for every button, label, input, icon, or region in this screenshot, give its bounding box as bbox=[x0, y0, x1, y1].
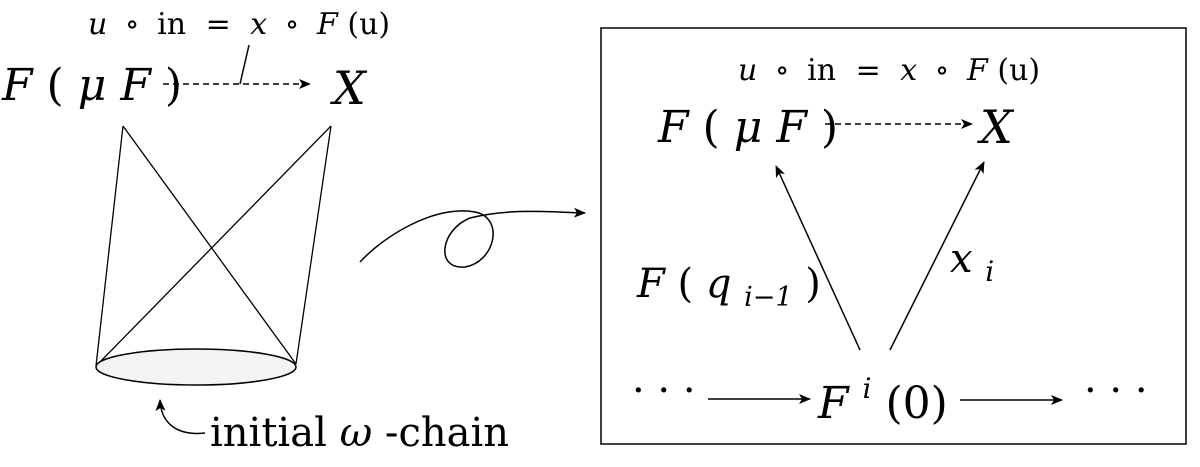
right-source-node: F ( μ F ) bbox=[657, 102, 838, 153]
arrow-to-target bbox=[889, 161, 985, 351]
chain-left-dots: · · · bbox=[632, 368, 696, 414]
left-arrow-label: F ( q i−1 ) bbox=[636, 261, 821, 316]
right-panel: u ∘ in = x ∘ F (u) F ( μ F ) X F ( bbox=[600, 27, 1187, 445]
left-panel: u ∘ in = x ∘ F (u) F ( μ F ) X bbox=[1, 7, 509, 456]
right-arrow-label: x i bbox=[950, 236, 994, 288]
cone-caption: initial ω -chain bbox=[210, 410, 509, 456]
cone-right-outer-line bbox=[295, 125, 332, 365]
chain-right-dots: · · · bbox=[1084, 368, 1148, 414]
zoom-curl-arrow bbox=[359, 207, 586, 268]
cone-left-cross-line bbox=[122, 125, 297, 365]
arrow-to-source bbox=[775, 165, 861, 351]
caption-pointer-arrow bbox=[155, 399, 206, 435]
chain-node: F i (0) bbox=[817, 358, 948, 429]
right-target-node: X bbox=[977, 100, 1015, 154]
cone-base-ellipse bbox=[95, 348, 297, 386]
left-equation-label: u ∘ in = x ∘ F (u) bbox=[88, 7, 390, 42]
zoom-box bbox=[600, 27, 1187, 445]
right-equation-label: u ∘ in = x ∘ F (u) bbox=[738, 53, 1040, 88]
left-source-node: F ( μ F ) bbox=[1, 60, 182, 111]
cone-left-outer-line bbox=[95, 125, 124, 367]
left-target-node: X bbox=[330, 61, 368, 115]
left-label-leader-line bbox=[239, 44, 250, 85]
cone-right-cross-line bbox=[98, 125, 332, 364]
